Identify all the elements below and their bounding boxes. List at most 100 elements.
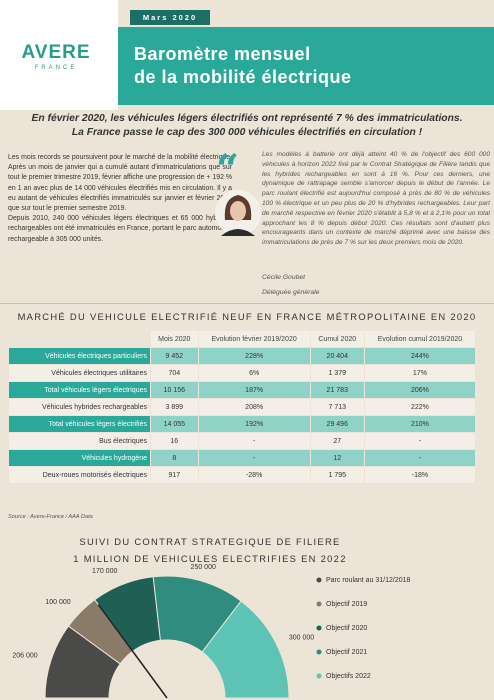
row-label: Véhicules électriques particuliers (9, 348, 150, 364)
segment-label: 300 000 (289, 635, 314, 642)
column-header: Mois 2020 (151, 331, 198, 347)
paragraph: Les mois records se poursuivent pour le … (8, 154, 232, 213)
cell: -28% (198, 467, 310, 483)
segment-label: 250 000 (191, 564, 216, 571)
legend-marker (316, 601, 322, 607)
cell: - (198, 433, 310, 449)
row-label: Total véhicules légers électriques (9, 382, 150, 398)
chart-title: 1 MILLION DE VEHICULES ELECTRIFIES EN 20… (73, 553, 346, 564)
cell: -18% (364, 467, 475, 483)
table-row: Total véhicules légers électriques 10 156… (9, 382, 475, 398)
legend-label: Objectif 2020 (326, 625, 367, 632)
cell: - (364, 433, 475, 449)
column-header: Evolution février 2019/2020 (198, 331, 310, 347)
paragraph: Depuis 2010, 240 000 véhicules légers él… (8, 215, 232, 243)
table-row: Véhicules électriques utilitaires 704 6% 1 … (9, 365, 475, 381)
row-label: Deux-roues motorisés électriques (9, 467, 150, 483)
column-header: Evolution cumul 2019/2020 (364, 331, 475, 347)
logo-text: AVERE (21, 42, 91, 63)
headline-line: La France passe le cap des 300 000 véhic… (71, 127, 423, 138)
cell: 27 (310, 433, 364, 449)
source: Source : Avere-France / AAA Data (8, 514, 93, 520)
shoulders (221, 229, 255, 236)
needle (97, 604, 168, 699)
banner: Baromètre mensuel de la mobilité électri… (118, 27, 494, 105)
cell: - (364, 450, 475, 466)
cell: 187% (198, 382, 310, 398)
chart-title: SUIVI DU CONTRAT STRATEGIQUE DE FILIERE (79, 536, 340, 547)
logo-sub: FRANCE (34, 65, 78, 71)
cell: 208% (198, 399, 310, 415)
gauge-segment (201, 600, 290, 699)
segment-label: 170 000 (92, 568, 117, 575)
row-label: Total véhicules légers électrifiés (9, 416, 150, 432)
cell: 222% (364, 399, 475, 415)
quote: Les modèles à batterie ont déjà atteint … (262, 151, 490, 247)
cell: 14 055 (151, 416, 198, 432)
cell: 244% (364, 348, 475, 364)
cell: 1 795 (310, 467, 364, 483)
intro: Les mois records se poursuivent pour le … (8, 153, 232, 245)
segment-label: 100 000 (45, 599, 70, 606)
cell: - (198, 450, 310, 466)
table-row: Total véhicules légers électrifiés 14 055… (9, 416, 475, 432)
cell: 20 404 (310, 348, 364, 364)
cell: 9 452 (151, 348, 198, 364)
cell: 1 379 (310, 365, 364, 381)
author-role: Déléguée générale (262, 289, 320, 296)
market-table: Mois 2020 Evolution février 2019/2020 Cumu… (8, 330, 476, 484)
cell: 8 (151, 450, 198, 466)
cell: 17% (364, 365, 475, 381)
cell: 210% (364, 416, 475, 432)
title-line: de la mobilité électrique (134, 67, 352, 87)
cell: 228% (198, 348, 310, 364)
legend-label: Objectif 2019 (326, 601, 367, 608)
quote-mark: “ (216, 146, 240, 193)
title-line: Baromètre mensuel (134, 44, 311, 64)
legend-marker (316, 673, 322, 679)
cell: 6% (198, 365, 310, 381)
row-label: Véhicules hybrides rechargeables (9, 399, 150, 415)
separator (0, 303, 494, 304)
cell: 21 783 (310, 382, 364, 398)
row-label: Bus électriques (9, 433, 150, 449)
legend-marker (316, 649, 322, 655)
cell: 917 (151, 467, 198, 483)
face (230, 201, 246, 221)
date-tag: Mars 2020 (130, 10, 210, 25)
cell: 192% (198, 416, 310, 432)
cell: 7 713 (310, 399, 364, 415)
cell: 704 (151, 365, 198, 381)
cell: 16 (151, 433, 198, 449)
table-row: Deux-roues motorisés électriques 917 -28% 1… (9, 467, 475, 483)
headline-line: En février 2020, les véhicules légers él… (31, 113, 463, 124)
table-row: Bus électriques 16-27- (9, 433, 475, 449)
legend-label: Parc roulant au 31/12/2018 (326, 577, 411, 584)
segment-label: 206 000 (12, 653, 37, 660)
legend-label: Objectif 2021 (326, 649, 367, 656)
gauge-chart: SUIVI DU CONTRAT STRATEGIQUE DE FILIERE 1… (12, 536, 411, 699)
cell: 12 (310, 450, 364, 466)
table-row: Véhicules électriques particuliers 9 452 2… (9, 348, 475, 364)
legend-marker (316, 625, 322, 631)
table-row: Véhicules hydrogène 8-12- (9, 450, 475, 466)
author: Cécile Goubet Déléguée générale (262, 270, 319, 300)
cell: 29 496 (310, 416, 364, 432)
legend-marker (316, 577, 322, 583)
table-title: MARCHÉ DU VEHICULE ELECTRIFIÉ NEUF EN FR… (17, 311, 477, 322)
column-header: Cumul 2020 (310, 331, 364, 347)
logo-zone (0, 0, 118, 110)
author-name: Cécile Goubet (262, 274, 306, 281)
legend-label: Objectifs 2022 (326, 673, 371, 680)
cell: 10 156 (151, 382, 198, 398)
header-row: Mois 2020 Evolution février 2019/2020 Cumu… (9, 331, 475, 347)
table-row: Véhicules hybrides rechargeables 3 899 208… (9, 399, 475, 415)
corner-cell (9, 331, 150, 347)
cell: 3 899 (151, 399, 198, 415)
row-label: Véhicules hydrogène (9, 450, 150, 466)
cell: 206% (364, 382, 475, 398)
row-label: Véhicules électriques utilitaires (9, 365, 150, 381)
headline: En février 2020, les véhicules légers él… (0, 112, 494, 140)
